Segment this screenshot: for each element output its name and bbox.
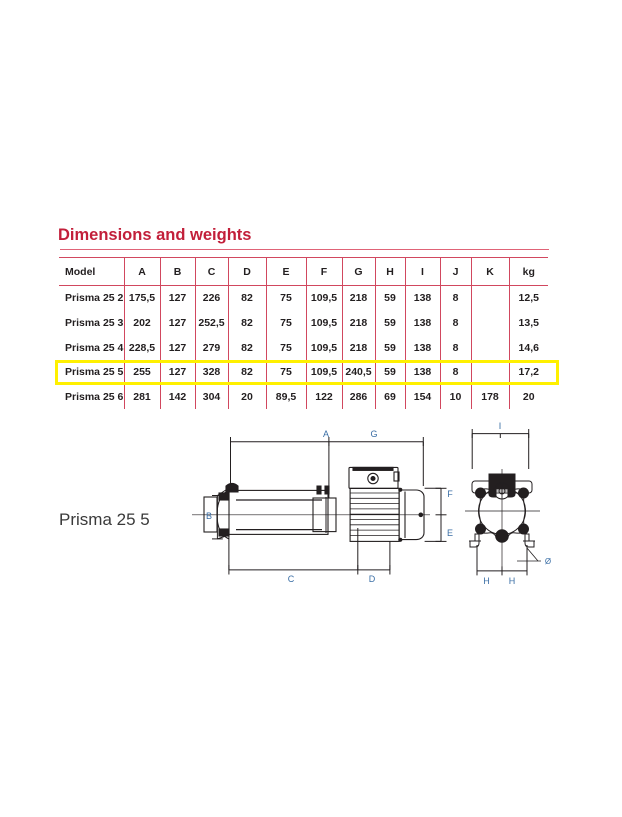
svg-text:G: G xyxy=(370,429,377,439)
svg-text:H: H xyxy=(483,576,490,586)
svg-text:H: H xyxy=(509,576,516,586)
svg-text:Ø: Ø xyxy=(545,557,551,566)
svg-text:A: A xyxy=(323,429,329,439)
svg-text:E: E xyxy=(447,528,453,538)
svg-text:D: D xyxy=(369,574,376,584)
svg-text:B: B xyxy=(206,511,212,521)
svg-text:I: I xyxy=(499,421,502,431)
svg-text:F: F xyxy=(447,489,453,499)
svg-text:C: C xyxy=(288,574,295,584)
